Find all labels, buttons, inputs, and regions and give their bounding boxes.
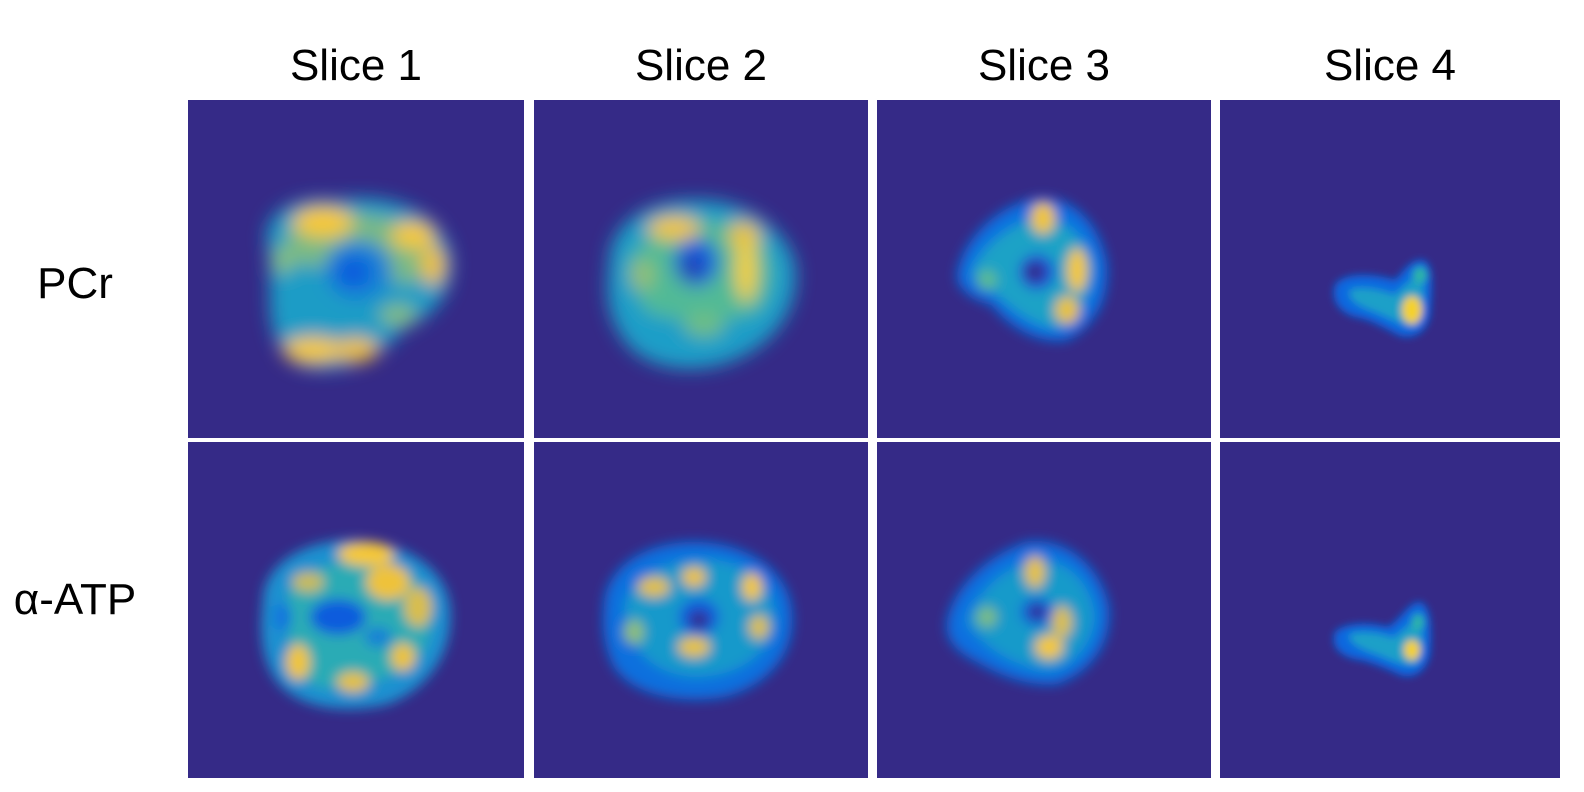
row-label-alpha-atp: α-ATP <box>13 575 137 624</box>
row-label-pcr: PCr <box>37 259 113 308</box>
image-pcr-slice-2 <box>534 100 868 438</box>
image-pcr-slice-4 <box>1220 100 1560 438</box>
image-alpha-atp-slice-1 <box>188 442 524 778</box>
image-alpha-atp-slice-4 <box>1220 442 1560 778</box>
column-label-slice-3: Slice 3 <box>977 41 1111 90</box>
image-pcr-slice-1 <box>188 100 524 438</box>
image-alpha-atp-slice-2 <box>534 442 868 778</box>
column-label-slice-1: Slice 1 <box>289 41 423 90</box>
image-alpha-atp-slice-3 <box>877 442 1211 778</box>
column-label-slice-2: Slice 2 <box>634 41 768 90</box>
image-pcr-slice-3 <box>877 100 1211 438</box>
column-label-slice-4: Slice 4 <box>1323 41 1457 90</box>
